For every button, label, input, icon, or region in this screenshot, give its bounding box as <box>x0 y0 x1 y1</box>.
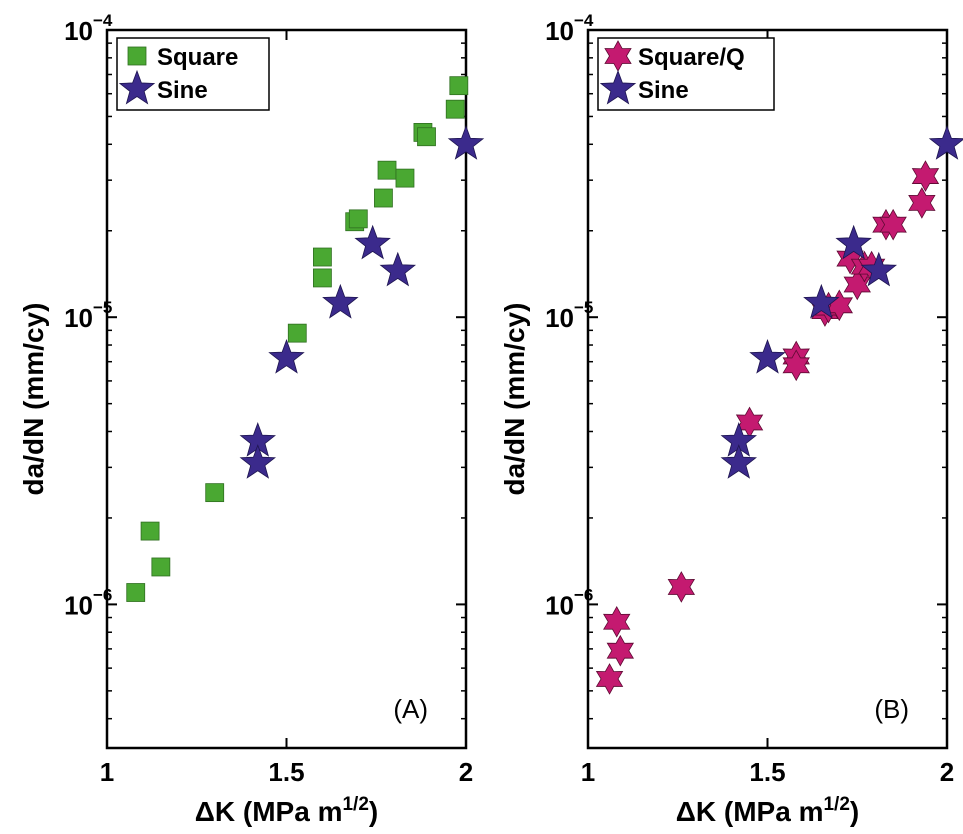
y-tick-exponent: −5 <box>93 298 112 317</box>
data-point-square-q <box>836 242 864 275</box>
panel-label: (B) <box>874 694 909 724</box>
y-tick-exponent: −4 <box>574 11 594 30</box>
data-point-sine <box>749 339 786 374</box>
data-point-square <box>377 160 397 180</box>
data-point-sine <box>860 251 898 287</box>
data-point-sine <box>803 283 840 319</box>
chart-panel-b: 10 −610 −510 −41 1.5 2ΔK (MPa m1/2)da/dN (mm/… <box>499 11 963 827</box>
data-point-square <box>445 99 465 119</box>
data-point-square-q <box>879 208 907 241</box>
data-point-sine <box>928 125 963 160</box>
data-point-square <box>151 557 171 577</box>
legend-marker-sine <box>599 69 637 105</box>
panel-label: (A) <box>393 694 428 724</box>
y-axis-title: da/dN (mm/cy) <box>499 303 530 496</box>
chart-panel-a: 10 −610 −510 −41 1.5 2ΔK (MPa m1/2)da/dN (mm/… <box>18 11 485 827</box>
y-tick-label: 10 <box>64 303 93 333</box>
y-tick-exponent: −6 <box>93 585 112 604</box>
x-tick-label: 2 <box>940 757 954 787</box>
data-point-sine <box>322 283 359 319</box>
data-point-square <box>126 583 146 602</box>
data-point-square-q <box>595 663 624 695</box>
data-point-sine <box>354 224 391 260</box>
legend-label: Square <box>157 44 238 71</box>
data-point-square <box>417 127 436 147</box>
x-axis-title: ΔK (MPa m1/2) <box>195 794 378 827</box>
data-point-sine <box>720 444 757 479</box>
x-tick-label: 1 <box>100 757 114 787</box>
data-point-sine <box>379 251 417 287</box>
y-tick-label: 10 <box>64 590 93 620</box>
data-point-sine <box>835 224 872 260</box>
data-point-square <box>312 268 332 288</box>
data-point-square <box>205 483 225 503</box>
legend: Square Sine <box>116 37 270 111</box>
data-point-square <box>312 247 332 267</box>
y-tick-label: 10 <box>545 590 574 620</box>
data-point-square-q <box>667 571 696 603</box>
data-point-square-q <box>782 349 810 382</box>
plot-frame <box>586 28 949 750</box>
data-point-square-q <box>606 634 635 667</box>
data-point-sine <box>447 125 485 160</box>
y-tick-label: 10 <box>545 16 574 46</box>
data-point-square-q <box>911 160 940 192</box>
data-point-sine <box>239 444 276 479</box>
x-tick-label: 2 <box>459 757 473 787</box>
y-tick-exponent: −5 <box>574 298 593 317</box>
legend-label: Sine <box>638 77 689 104</box>
y-tick-label: 10 <box>545 303 574 333</box>
data-point-square <box>287 323 307 343</box>
legend-label: Sine <box>157 77 208 104</box>
x-tick-label: 1 <box>581 757 595 787</box>
legend-label: Square/Q <box>638 44 745 71</box>
data-point-square <box>374 188 393 208</box>
data-point-square <box>140 521 160 541</box>
y-tick-label: 10 <box>64 16 93 46</box>
data-point-square <box>348 209 368 229</box>
legend-marker-sine <box>118 69 156 105</box>
x-tick-label: 1.5 <box>749 757 785 787</box>
y-tick-exponent: −6 <box>574 585 593 604</box>
y-tick-exponent: −4 <box>93 11 113 30</box>
legend-marker-square <box>127 46 147 66</box>
data-point-square-q <box>908 187 936 219</box>
legend: Square/Q Sine <box>597 37 775 111</box>
data-point-sine <box>268 339 305 374</box>
data-point-square-q <box>603 605 631 638</box>
x-tick-label: 1.5 <box>268 757 304 787</box>
data-point-square <box>395 168 415 188</box>
plot-frame <box>105 28 468 750</box>
data-point-square <box>449 76 469 96</box>
x-axis-title: ΔK (MPa m1/2) <box>676 794 859 827</box>
y-axis-title: da/dN (mm/cy) <box>18 303 49 496</box>
